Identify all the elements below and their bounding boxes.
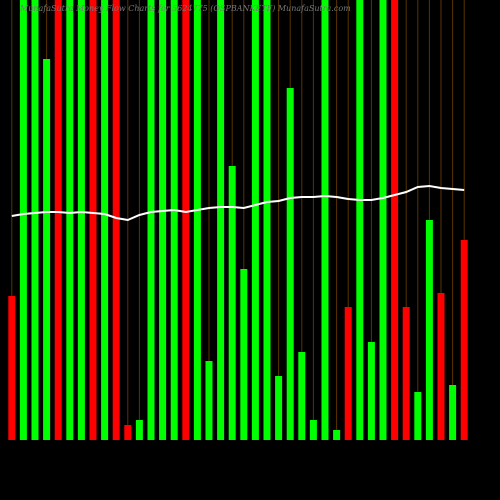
- bar: [205, 361, 213, 440]
- bar: [182, 0, 190, 440]
- bar: [356, 0, 364, 440]
- bar: [124, 425, 132, 440]
- bar: [77, 0, 85, 440]
- bar: [54, 0, 62, 440]
- bar: [228, 166, 236, 440]
- bar: [89, 0, 97, 440]
- bar: [101, 0, 109, 440]
- bar: [217, 0, 225, 440]
- bar: [8, 296, 16, 440]
- bar: [263, 0, 271, 440]
- chart-title: MunafaSutra Money Flow Charts for 562477…: [19, 4, 351, 13]
- bar: [112, 0, 120, 440]
- average-line: [11, 184, 465, 222]
- bar: [193, 0, 201, 440]
- bar: [170, 0, 178, 440]
- bar: [159, 0, 167, 440]
- bar: [402, 307, 410, 440]
- bar: [66, 0, 74, 440]
- bar: [240, 269, 248, 440]
- bar: [275, 376, 283, 440]
- bar: [31, 0, 39, 440]
- bar: [251, 0, 259, 440]
- bar: [286, 88, 294, 440]
- bar: [437, 293, 445, 440]
- bar: [309, 420, 317, 440]
- bar: [414, 392, 422, 440]
- bar: [298, 352, 306, 440]
- bar: [367, 342, 375, 440]
- bar: [379, 0, 387, 440]
- bar: [147, 0, 155, 440]
- bar: [391, 0, 399, 440]
- bar: [449, 385, 457, 440]
- bar: [135, 420, 143, 440]
- bar: [321, 0, 329, 440]
- bar: [43, 59, 51, 440]
- bar: [460, 240, 468, 440]
- bar: [425, 220, 433, 440]
- bar: [344, 307, 352, 440]
- bar: [333, 430, 341, 440]
- bar: [19, 0, 27, 440]
